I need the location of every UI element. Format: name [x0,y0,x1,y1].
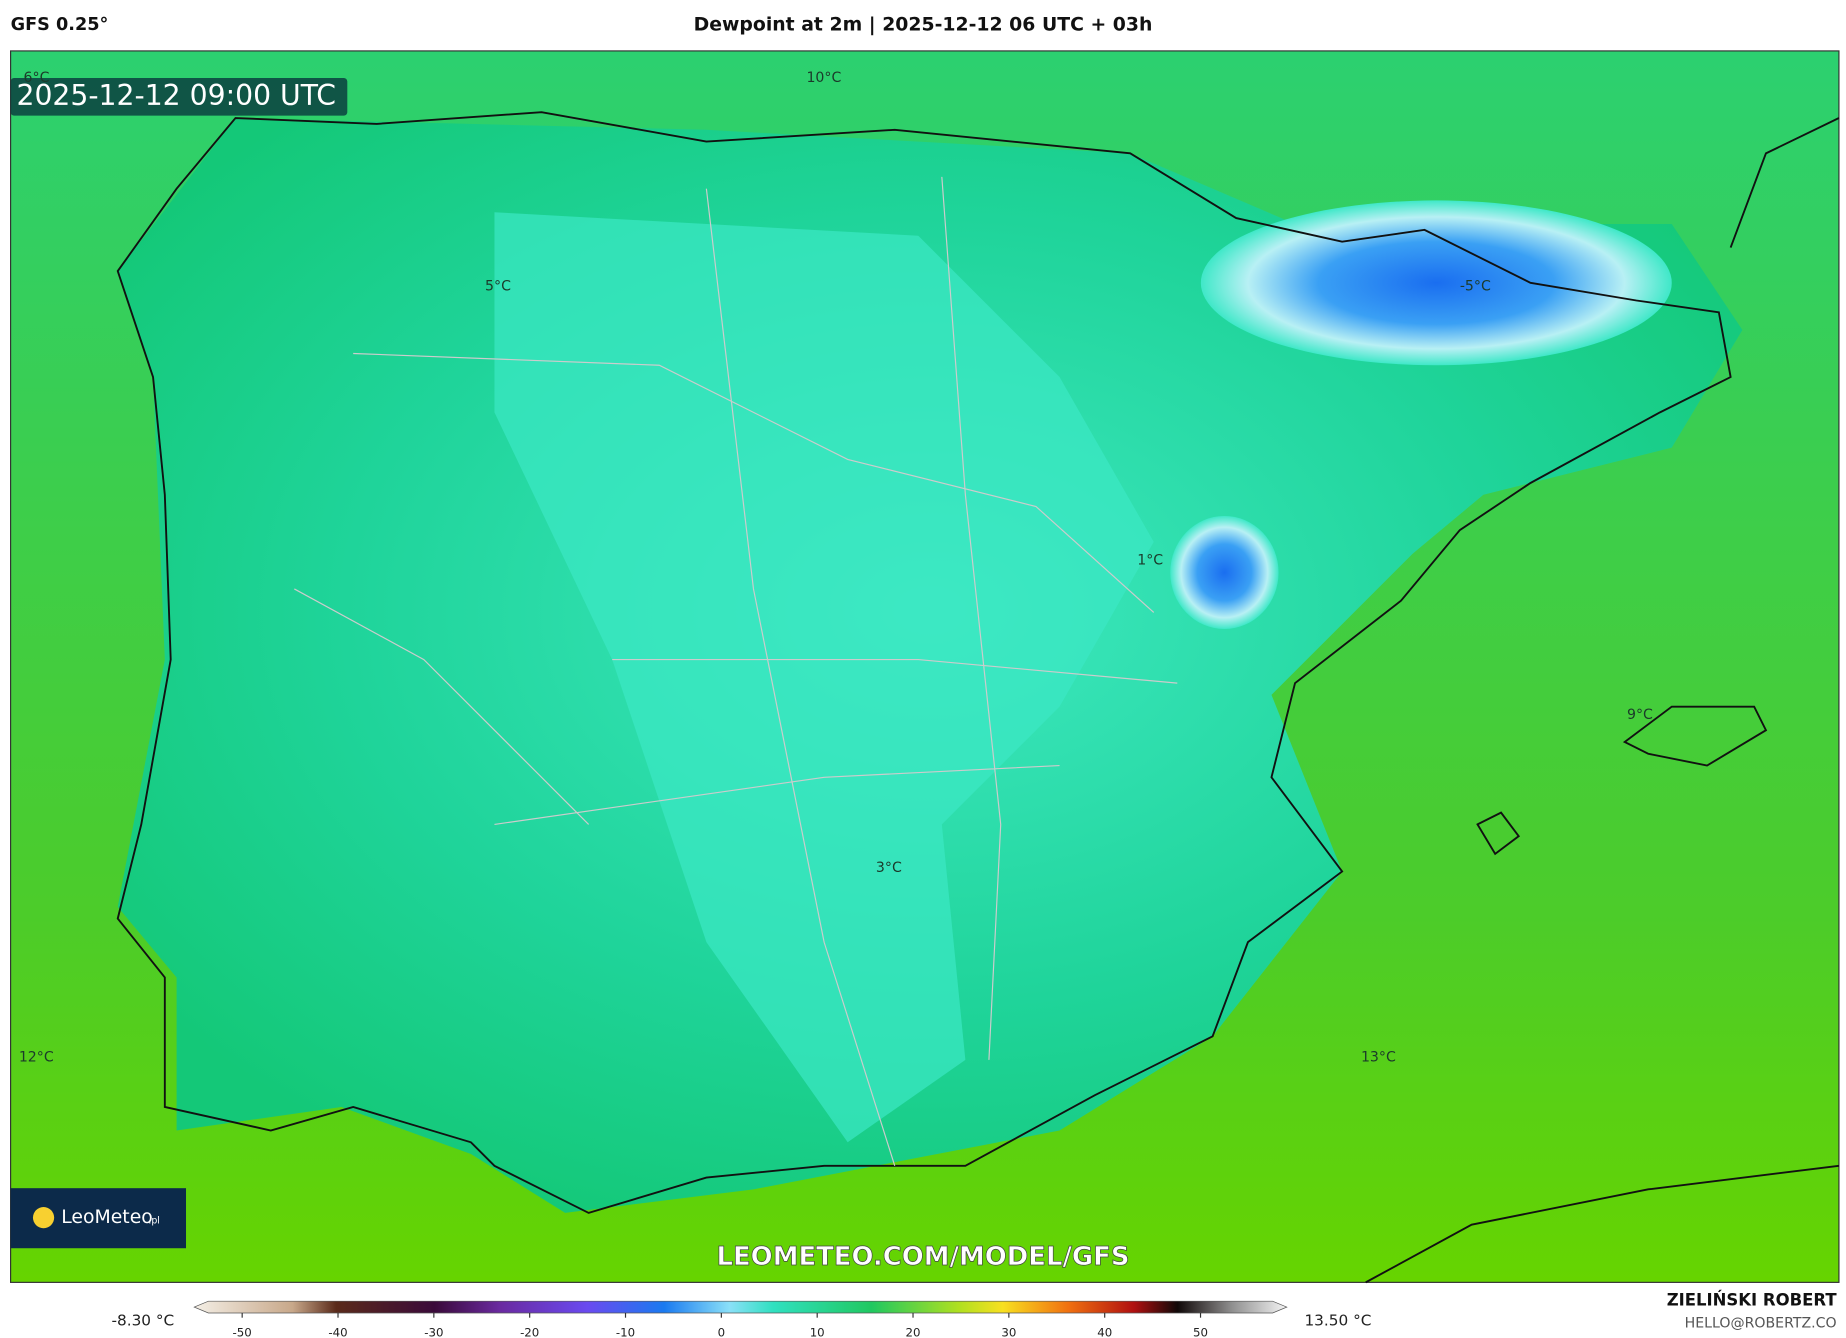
colorbar-min: -8.30 °C [111,1312,174,1330]
model-name: GFS 0.25° [11,15,109,35]
warm-core [494,212,1154,1143]
region-borders [294,176,1178,1166]
timestamp-box [10,77,348,116]
colorbar-bar [193,1300,1288,1314]
logo-sun [32,1207,55,1229]
contour-label: 9°C [1627,707,1653,723]
colorbar-tick-label: 0 [718,1325,726,1338]
map: 2025-12-12 09:00 UTC 6°C 10°C 5°C -5°C 1… [10,50,1840,1284]
website: LEOMETEO.COM/MODEL/GFS [716,1242,1129,1272]
author: ZIELIŃSKI ROBERT [1667,1291,1838,1310]
contour-label: 5°C [485,278,511,294]
contour-label: 6°C [24,70,50,86]
colorbar-tick-label: 40 [1097,1325,1112,1338]
colorbar-tick-label: 20 [906,1325,921,1338]
africa-coast [1365,1164,1840,1284]
colorbar-tick-label: 50 [1193,1325,1208,1338]
cold-pool-east [1170,515,1279,629]
contour-label: 10°C [806,70,841,86]
contour-label: 1°C [1137,553,1163,569]
colorbar-max: 13.50 °C [1304,1312,1371,1330]
colorbar-tick-label: 30 [1001,1325,1016,1338]
contour-label: 13°C [1361,1050,1396,1066]
cold-pool-pyrenees [1200,200,1672,366]
email: HELLO@ROBERTZ.CO [1685,1316,1837,1332]
colorbar-tick-label: -50 [233,1325,252,1338]
colorbar-tick-label: -10 [616,1325,635,1338]
colorbar: -8.30 °C 13.50 °C -50 -40 -30 -20 -10 0 10 20 30… [111,1300,1371,1338]
logo: LeoMeteo [61,1207,153,1228]
france-coast [1729,117,1840,248]
coastline [116,111,1732,1214]
ibiza [1476,811,1521,856]
colorbar-tick-label: -30 [424,1325,443,1338]
logo-suffix: .pl [148,1216,160,1227]
timestamp: 2025-12-12 09:00 UTC [16,79,336,112]
contour-label: 3°C [876,860,902,876]
mallorca [1622,705,1768,767]
colorbar-tick-label: 10 [810,1325,825,1338]
colorbar-tick-label: -20 [520,1325,539,1338]
contour-label: -5°C [1460,278,1491,294]
contour-label: 12°C [19,1050,54,1066]
colorbar-tick-label: -40 [328,1325,347,1338]
title: Dewpoint at 2m | 2025-12-12 06 UTC + 03h [694,15,1153,36]
